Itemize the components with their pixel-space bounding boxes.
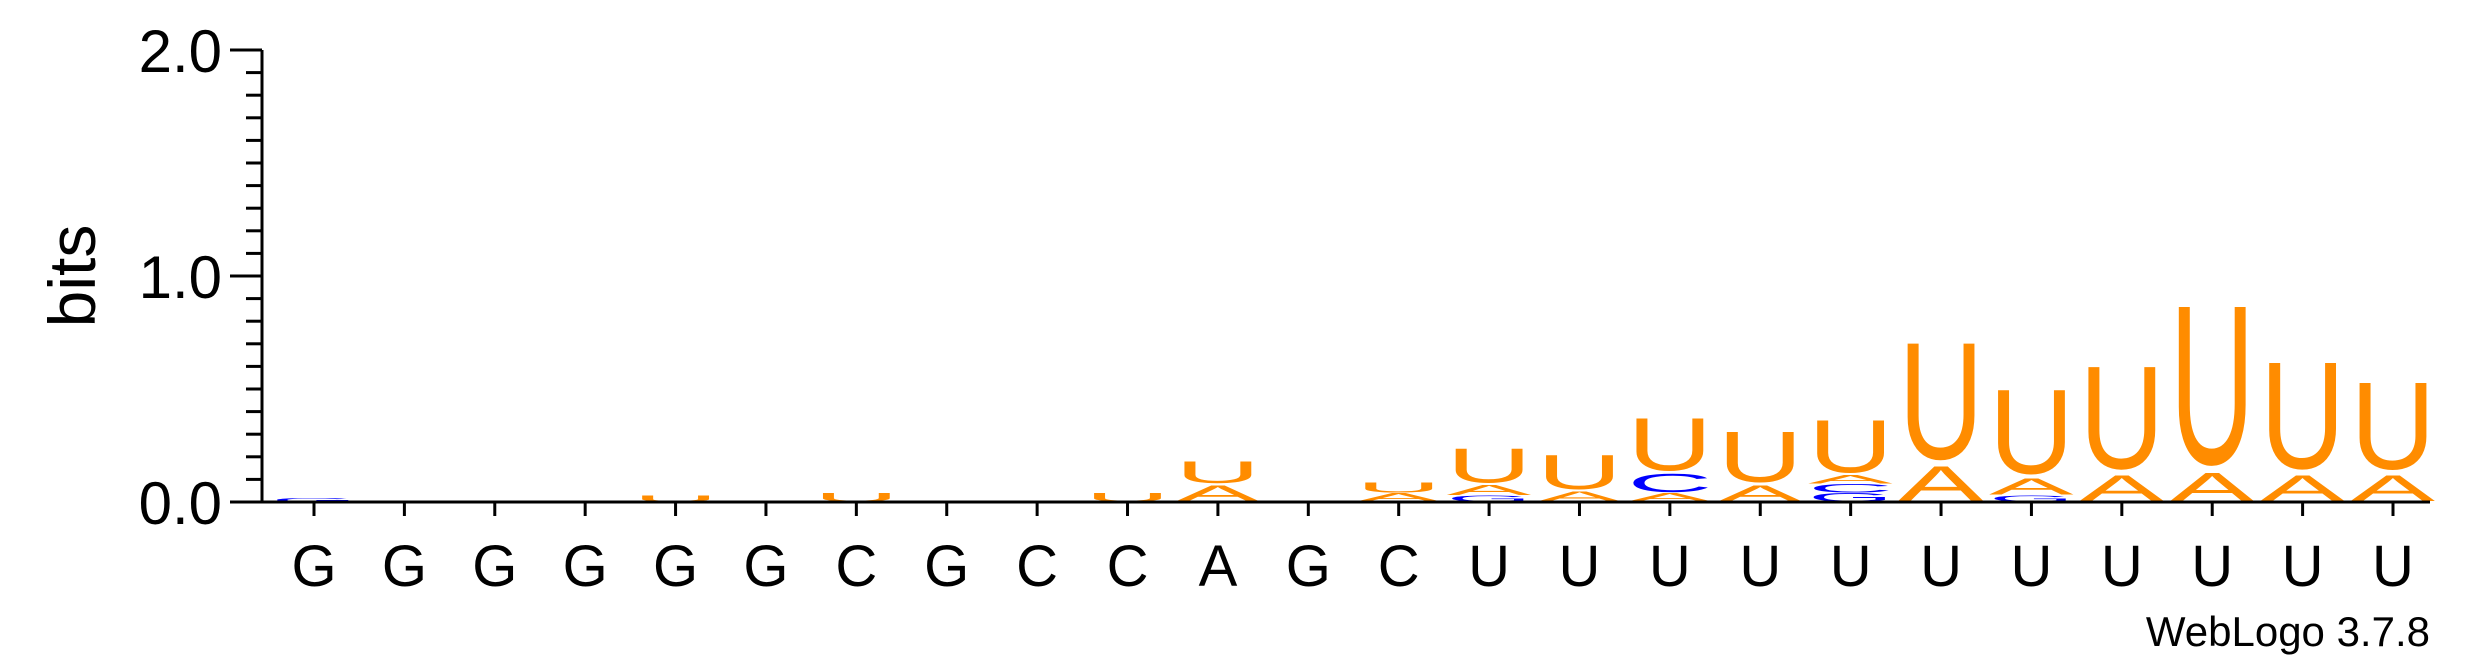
x-tick-label: G — [291, 534, 336, 599]
logo-letter-U: U — [2260, 330, 2345, 500]
x-tick-label: U — [1830, 534, 1872, 599]
x-tick-label: U — [2282, 534, 2324, 599]
logo-letter-U: U — [1537, 445, 1622, 500]
logo-letter-U: U — [2170, 259, 2255, 513]
x-tick-label: G — [924, 534, 969, 599]
x-tick-label: G — [743, 534, 788, 599]
x-tick-label: U — [2191, 534, 2233, 599]
y-tick-label: 2.0 — [139, 18, 222, 85]
x-tick-label: U — [1468, 534, 1510, 599]
logo-letter-G: G — [1989, 494, 2074, 504]
x-tick-label: U — [1649, 534, 1691, 599]
x-tick-label: U — [2372, 534, 2414, 599]
logo-letter-A: A — [1808, 473, 1893, 486]
x-tick-label: G — [1286, 534, 1331, 599]
x-tick-label: U — [1920, 534, 1962, 599]
logo-letter-U: U — [1718, 417, 1803, 498]
y-tick-label: 1.0 — [139, 244, 222, 311]
x-tick-label: U — [2101, 534, 2143, 599]
weblogo-credit: WebLogo 3.7.8 — [2146, 608, 2430, 655]
x-tick-label: C — [1016, 534, 1058, 599]
x-tick-label: U — [1739, 534, 1781, 599]
logo-letter-U: U — [1447, 438, 1532, 493]
x-tick-label: G — [382, 534, 427, 599]
logo-letter-U: U — [2351, 357, 2436, 495]
logo-letter-U: U — [1356, 479, 1441, 495]
logo-letter-U: U — [1627, 403, 1712, 487]
y-axis-label: bits — [35, 225, 109, 328]
logo-letter-C: C — [1808, 482, 1893, 495]
x-tick-label: C — [1107, 534, 1149, 599]
x-tick-label: C — [835, 534, 877, 599]
x-tick-label: U — [2010, 534, 2052, 599]
logo-letter-U: U — [1175, 455, 1260, 490]
logo-letter-G: G — [272, 497, 357, 503]
x-tick-label: A — [1199, 534, 1238, 599]
logo-letter-U: U — [1808, 405, 1893, 489]
logo-letter-U: U — [1899, 307, 1984, 494]
logo-letter-A: A — [1989, 474, 2074, 500]
x-tick-label: G — [563, 534, 608, 599]
logo-letter-U: U — [2079, 336, 2164, 501]
logo-letter-U: U — [1989, 365, 2074, 500]
x-tick-label: G — [653, 534, 698, 599]
logo-letter-U: U — [633, 494, 718, 504]
logo-letter-A: A — [1447, 482, 1533, 498]
y-ticks: 0.0 1.0 2.0 — [139, 18, 262, 537]
logo-letter-C: C — [1627, 469, 1712, 498]
x-tick-label: G — [472, 534, 517, 599]
x-tick-label: C — [1378, 534, 1420, 599]
x-tick-label: U — [1559, 534, 1601, 599]
logo-letter-G: G — [1447, 494, 1532, 504]
y-tick-label: 0.0 — [139, 470, 222, 537]
